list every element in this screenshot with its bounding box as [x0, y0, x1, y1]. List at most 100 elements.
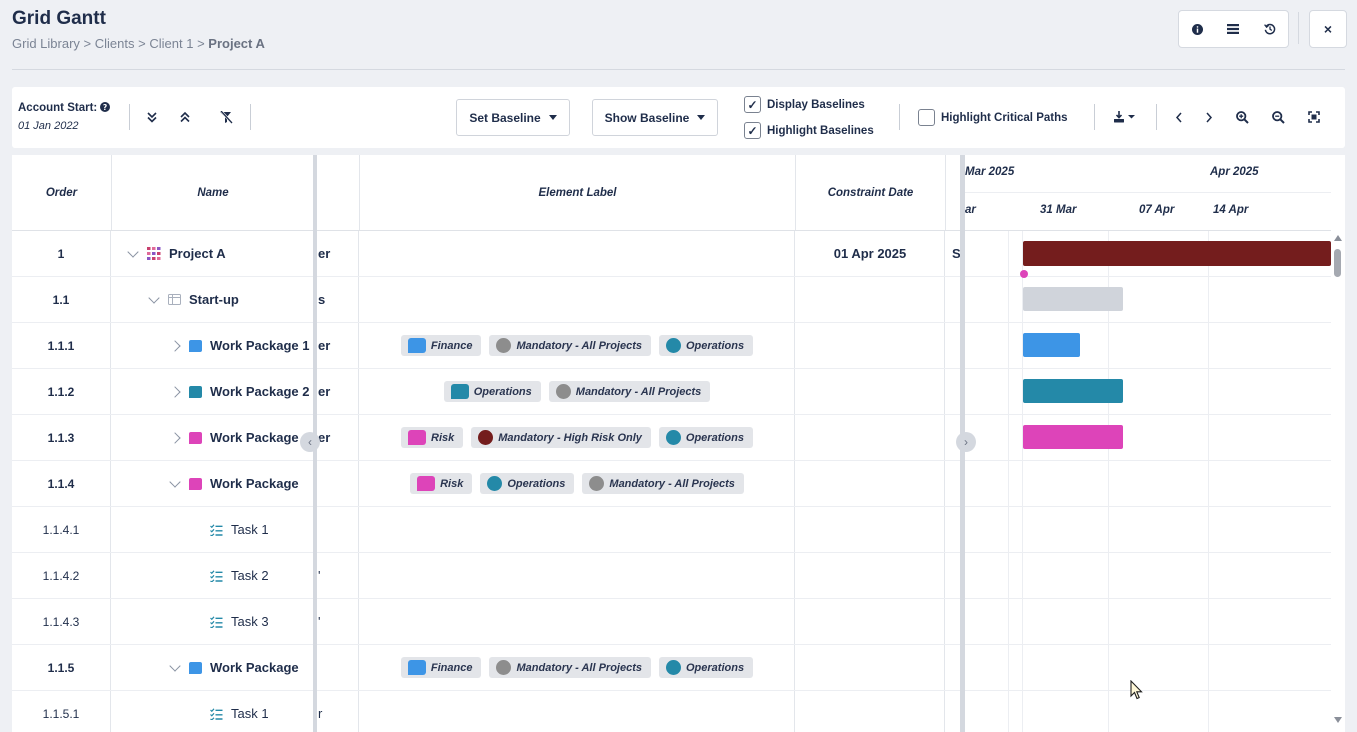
scrollbar-thumb[interactable]	[1334, 249, 1341, 277]
label-chip[interactable]: Mandatory - All Projects	[582, 473, 744, 494]
info-icon[interactable]	[1187, 19, 1207, 39]
chevron-down-icon[interactable]	[126, 245, 140, 258]
table-row[interactable]: 1.1.4.1 Task 1	[12, 507, 962, 553]
chevron-right-icon[interactable]	[1199, 107, 1219, 127]
collapse-all-icon[interactable]	[175, 107, 195, 127]
scroll-down-icon[interactable]	[1334, 717, 1342, 723]
table-row[interactable]: 1.1.4.2 Task 2 '	[12, 553, 962, 599]
expand-all-icon[interactable]	[142, 107, 162, 127]
table-row[interactable]: 1 Project A er 01 Apr 2025 S	[12, 231, 962, 277]
fit-screen-icon[interactable]	[1304, 107, 1324, 127]
hidden-column-cell: '	[318, 553, 359, 598]
constraint-date-cell[interactable]	[796, 323, 945, 368]
chevron-down-icon	[697, 115, 706, 120]
set-baseline-button[interactable]: Set Baseline	[456, 99, 570, 136]
table-row[interactable]: 1.1.5 Work Package Finance Mandatory - All …	[12, 645, 962, 691]
name-cell[interactable]: Start-up	[112, 277, 314, 322]
label-chip[interactable]: Operations	[659, 335, 754, 356]
label-chip[interactable]: Risk	[401, 427, 464, 448]
show-baseline-button[interactable]: Show Baseline	[592, 99, 718, 136]
chevron-right-icon[interactable]	[168, 385, 182, 398]
column-header-constraint-date[interactable]: Constraint Date	[796, 155, 946, 230]
zoom-in-icon[interactable]	[1232, 107, 1252, 127]
chevron-right-icon[interactable]	[168, 339, 182, 352]
table-row[interactable]: 1.1.1 Work Package 1 er Finance Mandatory - …	[12, 323, 962, 369]
chevron-down-icon[interactable]	[168, 659, 182, 672]
name-cell[interactable]: Task 2	[112, 553, 314, 598]
label-chip[interactable]: Operations	[659, 657, 754, 678]
column-header-element-label[interactable]: Element Label	[360, 155, 796, 230]
label-chip[interactable]: Finance	[400, 335, 482, 356]
check-icon[interactable]: ✓	[744, 122, 761, 139]
name-cell[interactable]: Work Package	[112, 415, 314, 460]
chevron-left-icon[interactable]	[1169, 107, 1189, 127]
display-baselines-checkbox[interactable]: ✓ Display Baselines	[744, 96, 865, 113]
chevron-right-icon[interactable]	[168, 431, 182, 444]
label-chip[interactable]: Operations	[658, 427, 753, 448]
chevron-down-icon[interactable]	[168, 475, 182, 488]
constraint-date-cell[interactable]	[796, 277, 945, 322]
label-chip[interactable]: Mandatory - All Projects	[489, 657, 651, 678]
constraint-date-cell[interactable]	[796, 691, 945, 732]
table-row[interactable]: 1.1.4.3 Task 3 '	[12, 599, 962, 645]
label-chip[interactable]: Operations	[480, 473, 575, 494]
check-icon[interactable]: ✓	[744, 96, 761, 113]
name-cell[interactable]: Project A	[112, 231, 314, 276]
chevron-left-icon[interactable]: ‹	[300, 432, 320, 452]
label-chip[interactable]: Mandatory - All Projects	[489, 335, 651, 356]
name-cell[interactable]: Task 1	[112, 691, 314, 732]
close-button[interactable]: ×	[1309, 10, 1347, 48]
constraint-date-cell[interactable]	[796, 461, 945, 506]
label-chip[interactable]: Finance	[400, 657, 482, 678]
gantt-bar[interactable]	[1023, 379, 1123, 403]
name-cell[interactable]: Work Package	[112, 461, 314, 506]
table-row[interactable]: 1.1 Start-up s	[12, 277, 962, 323]
unchecked-box[interactable]	[918, 109, 935, 126]
gantt-bar[interactable]	[1023, 287, 1123, 311]
history-icon[interactable]	[1260, 19, 1280, 39]
constraint-date-cell[interactable]	[796, 415, 945, 460]
table-row[interactable]: 1.1.3 Work Package er Risk Mandatory - High …	[12, 415, 962, 461]
table-row[interactable]: 1.1.4 Work Package Risk Operations Mandatory…	[12, 461, 962, 507]
table-row[interactable]: 1.1.2 Work Package 2 er Operations Mandatory…	[12, 369, 962, 415]
column-header-name[interactable]: Name	[197, 186, 229, 199]
highlight-baselines-checkbox[interactable]: ✓ Highlight Baselines	[744, 122, 874, 139]
breadcrumb-item-clients[interactable]: Clients	[94, 36, 135, 51]
gantt-bar[interactable]	[1023, 425, 1123, 449]
constraint-date-cell[interactable]	[796, 599, 945, 644]
download-icon[interactable]	[1110, 107, 1140, 127]
milestone-marker[interactable]	[1020, 270, 1028, 278]
chevron-right-icon[interactable]: ›	[956, 432, 976, 452]
constraint-date-cell[interactable]	[796, 553, 945, 598]
constraint-date-cell[interactable]: 01 Apr 2025	[796, 231, 945, 276]
name-cell[interactable]: Work Package	[112, 645, 314, 690]
name-cell[interactable]: Work Package 2	[112, 369, 314, 414]
label-chip[interactable]: Mandatory - High Risk Only	[471, 427, 651, 448]
clear-filter-icon[interactable]	[216, 107, 236, 127]
label-chip-text: Operations	[507, 477, 566, 490]
label-chip[interactable]: Mandatory - All Projects	[548, 381, 711, 402]
pane-splitter[interactable]: ‹	[300, 155, 320, 732]
highlight-critical-paths-checkbox[interactable]: Highlight Critical Paths	[918, 109, 1068, 126]
breadcrumb-item-grid-library[interactable]: Grid Library	[12, 36, 80, 51]
constraint-date-cell[interactable]	[796, 369, 945, 414]
name-cell[interactable]: Task 3	[112, 599, 314, 644]
scroll-up-icon[interactable]	[1334, 235, 1342, 241]
constraint-date-cell[interactable]	[796, 507, 945, 552]
table-row[interactable]: 1.1.5.1 Task 1 r	[12, 691, 962, 732]
breadcrumb-item-client-1[interactable]: Client 1	[149, 36, 194, 51]
vertical-scrollbar[interactable]	[1331, 155, 1345, 732]
gantt-bar[interactable]	[1023, 333, 1080, 357]
label-chip[interactable]: Operations	[443, 381, 541, 402]
chevron-down-icon[interactable]	[147, 291, 161, 304]
column-header-order[interactable]: Order	[12, 155, 112, 230]
label-chip[interactable]: Risk	[410, 473, 473, 494]
help-icon[interactable]: ?	[100, 102, 111, 112]
name-cell[interactable]: Work Package 1	[112, 323, 314, 368]
zoom-out-icon[interactable]	[1268, 107, 1288, 127]
constraint-date-cell[interactable]	[796, 645, 945, 690]
list-icon[interactable]	[1223, 19, 1243, 39]
gantt-bar[interactable]	[1023, 241, 1331, 266]
pane-splitter[interactable]: ›	[956, 155, 976, 732]
name-cell[interactable]: Task 1	[112, 507, 314, 552]
